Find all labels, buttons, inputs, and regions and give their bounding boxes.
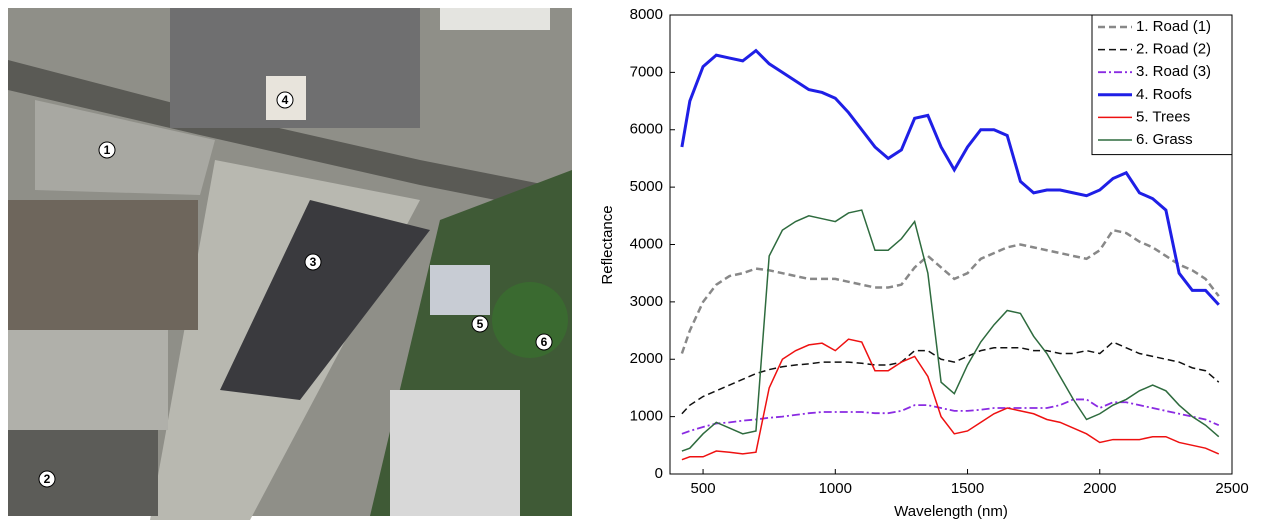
marker-label: 3 xyxy=(310,255,317,269)
lot-3 xyxy=(8,430,158,516)
y-axis-label: Reflectance xyxy=(599,205,616,284)
marker-label: 4 xyxy=(282,93,289,107)
legend-label: 1. Road (1) xyxy=(1136,18,1211,35)
marker-label: 6 xyxy=(541,335,548,349)
y-tick-label: 4000 xyxy=(630,235,663,252)
aerial-image xyxy=(8,8,572,520)
hangars xyxy=(390,390,520,516)
x-axis-label: Wavelength (nm) xyxy=(894,503,1008,520)
legend-label: 2. Road (2) xyxy=(1136,41,1211,58)
y-tick-label: 7000 xyxy=(630,63,663,80)
legend-label: 5. Trees xyxy=(1136,108,1190,125)
roof-2 xyxy=(430,265,490,315)
x-tick-label: 1500 xyxy=(951,480,984,497)
y-tick-label: 2000 xyxy=(630,350,663,367)
roof-3 xyxy=(440,8,550,30)
x-tick-label: 500 xyxy=(691,480,716,497)
y-tick-label: 1000 xyxy=(630,408,663,425)
marker-label: 1 xyxy=(104,143,111,157)
y-tick-label: 6000 xyxy=(630,121,663,138)
marker-label: 5 xyxy=(477,317,484,331)
series-line xyxy=(682,230,1219,353)
series-line xyxy=(682,339,1219,459)
field xyxy=(492,282,568,358)
legend-label: 4. Roofs xyxy=(1136,86,1192,103)
lot-2 xyxy=(8,330,168,430)
x-tick-label: 2000 xyxy=(1083,480,1116,497)
y-tick-label: 0 xyxy=(655,465,663,482)
x-tick-label: 1000 xyxy=(819,480,852,497)
y-tick-label: 5000 xyxy=(630,178,663,195)
page: 1 2 3 4 5 6 Wavelength (nm) Reflectance … xyxy=(0,0,1264,524)
buildings-area xyxy=(8,200,198,330)
legend-label: 3. Road (3) xyxy=(1136,63,1211,80)
legend-label: 6. Grass xyxy=(1136,131,1193,148)
x-tick-label: 2500 xyxy=(1215,480,1248,497)
marker-label: 2 xyxy=(44,472,51,486)
figure: 1 2 3 4 5 6 Wavelength (nm) Reflectance … xyxy=(0,0,1264,524)
series-line xyxy=(682,210,1219,451)
y-tick-label: 8000 xyxy=(630,6,663,23)
y-tick-label: 3000 xyxy=(630,293,663,310)
